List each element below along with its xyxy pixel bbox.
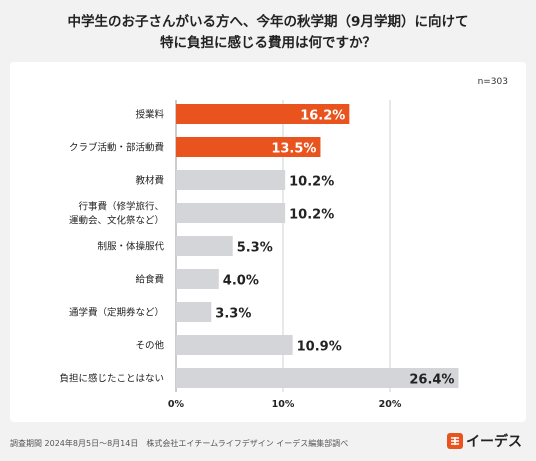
x-tick-label: 10% [272,399,295,410]
bar [176,137,321,157]
category-label: 通学費（定期券など） [69,307,164,319]
value-label: 13.5% [271,142,316,157]
category-label: その他 [135,340,164,352]
bar [176,104,350,124]
bar [176,170,286,190]
category-label: クラブ活動・部活動費 [69,142,164,154]
category-label: 給食費 [135,274,164,286]
chart-title-line-1: 中学生のお子さんがいる方へ、今年の秋学期（9月学期）に向けて [67,14,469,30]
logo-text: イーデス [466,434,522,450]
bar [176,236,233,256]
value-label: 10.2% [289,208,334,223]
value-label: 4.0% [223,274,259,289]
bar [176,203,286,223]
survey-footnote: 調査期間 2024年8月5日〜8月14日 株式会社エイチームライフデザイン イー… [10,439,349,448]
bar [176,302,212,322]
bar [176,335,293,355]
category-label: 授業料 [135,109,164,121]
logo-mark-icon [447,433,463,449]
value-label: 10.2% [289,175,334,190]
value-label: 5.3% [237,241,273,256]
x-tick-label: 20% [379,399,402,410]
bar [176,368,459,388]
chart-title-line-2: 特に負担に感じる費用は何ですか？ [160,35,376,51]
value-label: 16.2% [300,109,345,124]
brand-logo: イーデス [447,431,522,451]
bar [176,269,219,289]
category-label: 行事費（修学旅行、運動会、文化祭など） [69,201,164,227]
value-label: 26.4% [409,373,454,388]
x-tick-label: 0% [168,399,185,410]
category-label: 教材費 [135,175,164,187]
category-label: 負担に感じたことはない [59,373,164,385]
sample-size-label: n=303 [477,77,508,87]
chart-title: 中学生のお子さんがいる方へ、今年の秋学期（9月学期）に向けて 特に負担に感じる費… [0,12,536,54]
category-label: 制服・体操服代 [97,241,164,253]
value-label: 10.9% [297,340,342,355]
value-label: 3.3% [215,307,251,322]
